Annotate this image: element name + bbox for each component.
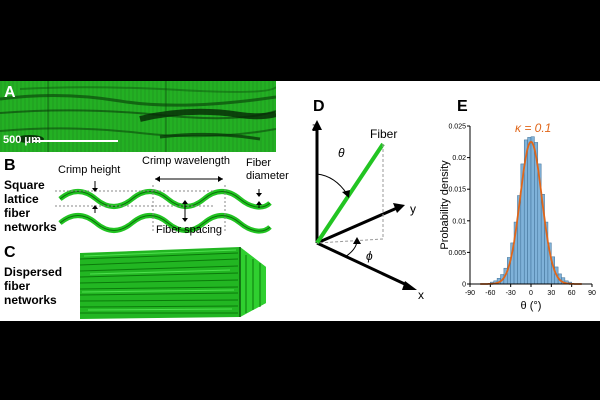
fiber-spacing-label: Fiber spacing xyxy=(156,224,223,236)
y-tick-label: 0.025 xyxy=(448,124,466,131)
x-tick-label: -30 xyxy=(506,290,516,297)
panel-b-title-line: fiber xyxy=(4,206,31,220)
panel-a-image: A 500 μm xyxy=(0,81,277,152)
crimp-height-label: Crimp height xyxy=(58,164,121,176)
x-axis-title: θ (°) xyxy=(521,300,542,312)
fiber-diameter-line: diameter xyxy=(246,170,289,182)
y-axis-title: Probability density xyxy=(440,160,451,250)
fiber-label: Fiber xyxy=(370,127,398,141)
crimp-wavelength-label: Crimp wavelength xyxy=(142,155,231,167)
panel-b-title-line: lattice xyxy=(4,192,39,206)
fiber-diameter-label: Fiber diameter xyxy=(246,157,289,183)
dispersed-fiber-network xyxy=(79,247,266,319)
x-tick-label: 0 xyxy=(529,290,533,297)
phi-label: ϕ xyxy=(366,249,373,263)
z-axis-label: z xyxy=(312,120,318,134)
figure-panel: A 500 μm B Square lattice fiber networks xyxy=(0,81,600,321)
x-tick-label: -60 xyxy=(485,290,495,297)
panel-c-label: C xyxy=(4,244,16,261)
panel-c-title-line: Dispersed xyxy=(4,265,63,279)
theta-label: θ xyxy=(338,146,345,160)
y-axis-label: y xyxy=(410,202,416,216)
x-axis-label: x xyxy=(418,288,424,302)
y-tick-label: 0.015 xyxy=(448,187,466,194)
scale-bar-label: 500 μm xyxy=(3,134,41,146)
crimped-fibers-diagram xyxy=(55,176,272,234)
histogram-bar xyxy=(527,137,532,285)
y-tick-label: 0 xyxy=(462,282,466,289)
panel-c-title-line: networks xyxy=(4,293,57,307)
panel-b-title-line: networks xyxy=(4,220,57,234)
fiber-vector xyxy=(315,142,385,245)
x-axis xyxy=(316,241,410,288)
panel-e-label: E xyxy=(457,98,468,115)
y-tick-label: 0.01 xyxy=(452,218,466,225)
von-mises-fit-curve xyxy=(480,140,582,285)
histogram-bar xyxy=(530,136,535,285)
x-tick-label: 30 xyxy=(547,290,555,297)
panel-c-title: Dispersed fiber networks xyxy=(4,265,62,307)
panel-a-label: A xyxy=(4,84,16,101)
kappa-label: κ = 0.1 xyxy=(515,121,552,135)
x-tick-label: 90 xyxy=(588,290,596,297)
orientation-histogram: 0 0.005 0.01 0.015 0.02 0.025 -90 -60 -30 0 30 60 9… xyxy=(440,124,596,313)
x-tick-label: 60 xyxy=(568,290,576,297)
panel-b-label: B xyxy=(4,157,16,174)
microscopy-image xyxy=(0,81,277,152)
panel-c-title-line: fiber xyxy=(4,279,31,293)
x-tick-label: -90 xyxy=(465,290,475,297)
y-tick-label: 0.02 xyxy=(452,155,466,162)
fiber-wave-top xyxy=(58,189,272,210)
coordinate-axes-diagram xyxy=(312,120,417,290)
panel-b-title: Square lattice fiber networks xyxy=(4,178,57,234)
panel-d-label: D xyxy=(313,98,325,115)
y-axis xyxy=(316,206,398,245)
fiber-diameter-line: Fiber xyxy=(246,157,272,169)
panel-b-title-line: Square xyxy=(4,178,45,192)
y-tick-label: 0.005 xyxy=(448,250,466,257)
